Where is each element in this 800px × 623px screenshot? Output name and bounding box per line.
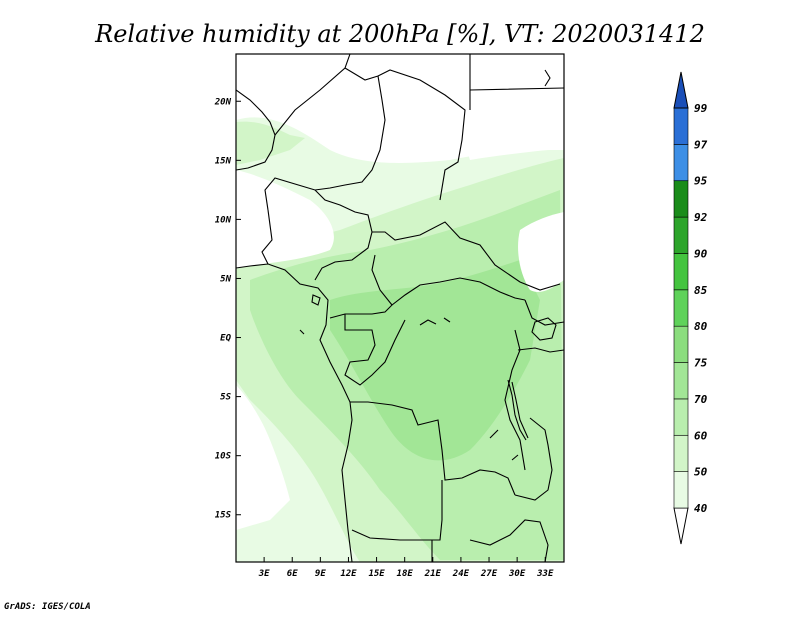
colorbar-level-label: 97 xyxy=(694,138,708,151)
colorbar-segment xyxy=(673,471,689,509)
lon-tick-label: 15E xyxy=(368,569,385,579)
lon-tick-label: 18E xyxy=(397,569,414,579)
dry-pocket-east xyxy=(518,212,564,292)
figure-title: Relative humidity at 200hPa [%], VT: 202… xyxy=(94,20,705,48)
map-frame xyxy=(235,53,565,563)
colorbar-segment xyxy=(673,434,689,472)
colorbar-segment xyxy=(673,107,689,145)
border-cameroon xyxy=(329,254,393,319)
coastline-west-africa xyxy=(236,263,353,562)
colorbar-segment xyxy=(673,144,689,182)
colorbar-level-label: 70 xyxy=(694,393,708,406)
colorbar-under-triangle xyxy=(673,507,689,545)
colorbar-level-label: 92 xyxy=(694,211,708,224)
colorbar-segment xyxy=(673,216,689,254)
colorbar-level-label: 85 xyxy=(694,284,708,297)
dry-pocket-west xyxy=(236,170,334,268)
lat-tick-label: 15S xyxy=(215,511,232,521)
colorbar-level-label: 99 xyxy=(694,102,708,115)
country-borders xyxy=(236,54,564,562)
colorbar-over-triangle xyxy=(673,71,689,109)
lon-tick-label: 12E xyxy=(340,569,357,579)
lat-tick-label: 5S xyxy=(220,393,231,403)
border-south-1 xyxy=(431,519,549,562)
border-angola-south xyxy=(351,480,443,541)
humidity-area-70-75 xyxy=(330,260,540,461)
colorbar-segment xyxy=(673,253,689,291)
lake-victoria xyxy=(531,317,557,341)
lon-tick-label: 9E xyxy=(315,569,326,579)
border-gabon-congo xyxy=(344,314,406,386)
lake-tanganyika xyxy=(507,379,529,441)
colorbar-level-label: 60 xyxy=(694,429,708,442)
colorbar-level-label: 90 xyxy=(694,247,708,260)
lon-tick-label: 27E xyxy=(480,569,498,579)
colorbar-segment xyxy=(673,180,689,218)
colorbar-level-label: 80 xyxy=(694,320,708,333)
border-north-2 xyxy=(274,54,351,136)
border-zambia xyxy=(514,417,553,501)
lat-tick-label: 10S xyxy=(215,452,232,462)
lon-tick-label: 30E xyxy=(508,569,526,579)
lon-tick-label: 33E xyxy=(536,569,554,579)
grads-credit: GrADS: IGES/COLA xyxy=(4,602,91,612)
colorbar-segment xyxy=(673,289,689,327)
lon-tick-label: 3E xyxy=(258,569,270,579)
lon-tick-label: 24E xyxy=(452,569,470,579)
colorbar: 40 50 60 70 75 80 85 90 92 95 97 99 xyxy=(673,71,708,545)
latitude-axis: 20N 15N 10N 5N EQ 5S 10S 15S xyxy=(214,97,241,521)
coast-islands xyxy=(299,69,551,335)
colorbar-level-label: 50 xyxy=(694,466,708,479)
inland-lakes-1 xyxy=(419,317,519,461)
humidity-area-50-60-north xyxy=(236,121,305,165)
lat-tick-label: EQ xyxy=(220,334,231,344)
lon-tick-label: 21E xyxy=(424,569,442,579)
colorbar-segment xyxy=(673,362,689,400)
border-congo xyxy=(391,277,526,306)
dry-pocket-southwest xyxy=(236,385,290,530)
longitude-axis: 3E 6E 9E 12E 15E 18E 21E 24E 27E 30E 33E xyxy=(258,557,554,579)
humidity-shading xyxy=(236,60,564,562)
colorbar-segment xyxy=(673,325,689,363)
lat-tick-label: 20N xyxy=(214,97,232,107)
lon-tick-label: 6E xyxy=(287,569,298,579)
colorbar-level-label: 95 xyxy=(694,175,708,188)
colorbar-level-label: 75 xyxy=(694,357,708,370)
lat-tick-label: 10N xyxy=(215,215,232,225)
lat-tick-label: 5N xyxy=(220,274,231,284)
border-drc-angola xyxy=(350,401,516,496)
colorbar-level-label: 40 xyxy=(694,502,708,515)
dry-pocket-northeast xyxy=(463,60,564,160)
border-north-4 xyxy=(264,75,386,211)
border-north-3 xyxy=(344,67,466,201)
border-northeast-1 xyxy=(469,54,564,110)
border-chad-car xyxy=(372,221,561,291)
lat-tick-label: 15N xyxy=(215,156,232,166)
colorbar-segment xyxy=(673,398,689,436)
map-panel: 20N 15N 10N 5N EQ 5S 10S 15S 3E 6E 9E 12E 15E 18E 21E… xyxy=(214,53,565,579)
